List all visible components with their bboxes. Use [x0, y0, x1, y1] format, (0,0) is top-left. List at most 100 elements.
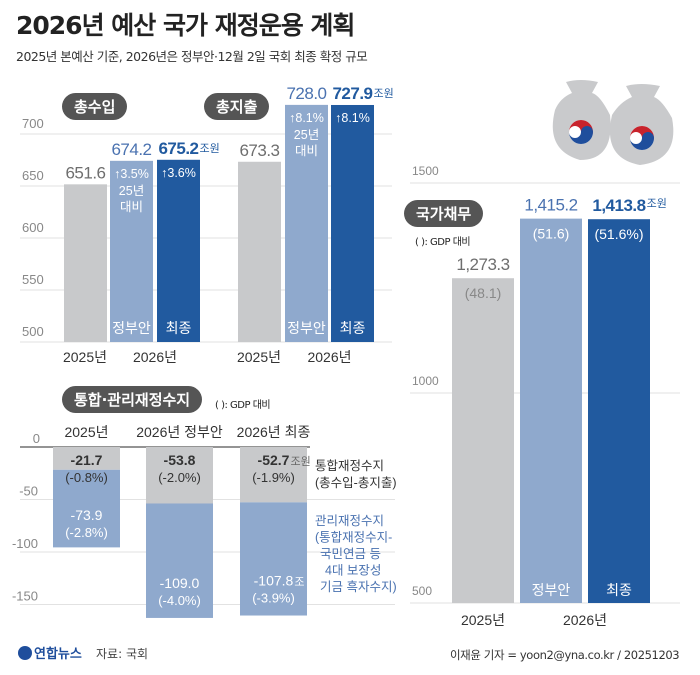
- managed-value: -109.0: [160, 575, 200, 591]
- bar-label: 최종: [606, 582, 632, 598]
- y-tick-label: -150: [12, 589, 38, 604]
- growth-label: ↑3.6%: [161, 166, 196, 180]
- managed-gdp: (-4.0%): [158, 593, 201, 608]
- bar-integrated-balance: [240, 447, 307, 503]
- x-label: 2026년: [133, 349, 177, 365]
- bar: [110, 160, 153, 342]
- legend-managed: 국민연금 등: [320, 547, 381, 561]
- integrated-gdp: (-2.0%): [158, 470, 201, 485]
- source: 자료: 국회: [96, 647, 149, 661]
- revenue-title: 총수입: [62, 93, 128, 120]
- unit-label: 조원: [647, 197, 667, 210]
- value-label: 651.6: [65, 163, 105, 182]
- growth-note: 25년: [294, 128, 319, 142]
- gdp-label: (51.6): [533, 226, 570, 242]
- y-tick-label: 1000: [412, 374, 439, 388]
- x-label: 2026년: [563, 612, 607, 628]
- legend-managed: 관리재정수지: [315, 514, 384, 528]
- gdp-label: (48.1): [465, 285, 502, 301]
- growth-label: ↑3.5%: [114, 167, 149, 181]
- x-label: 2025년: [461, 612, 505, 628]
- integrated-value: -52.7: [258, 452, 290, 468]
- bar-label: 최종: [340, 320, 366, 336]
- balance-gdp-note: ( ): GDP 대비: [215, 400, 271, 411]
- expenditure-title: 총지출: [204, 93, 270, 120]
- value-label: 675.2: [158, 139, 198, 158]
- logo-icon: [18, 646, 32, 660]
- money-bags-icon: [552, 80, 674, 165]
- logo-text: 연합뉴스: [34, 647, 82, 662]
- bar: [588, 219, 650, 604]
- legend-integrated: (총수입-총지출): [315, 476, 397, 490]
- balance-title: 통합·관리재정수지: [62, 386, 203, 413]
- bar: [157, 159, 200, 342]
- x-label: 2025년: [63, 349, 107, 365]
- growth-note: 대비: [295, 144, 318, 158]
- bar-managed-balance: [240, 502, 307, 616]
- bar: [285, 104, 328, 342]
- y-tick-label: 1500: [412, 164, 439, 178]
- integrated-value: -53.8: [164, 452, 196, 468]
- bar: [331, 104, 374, 342]
- bar-label: 최종: [166, 320, 192, 336]
- legend-managed: (통합재정수지-: [315, 531, 392, 545]
- category-label: 2025년: [64, 424, 108, 440]
- page-title: 2026년 예산 국가 재정운용 계획: [16, 11, 355, 40]
- managed-gdp: (-2.8%): [65, 525, 108, 540]
- growth-label: ↑8.1%: [335, 111, 370, 125]
- legend-integrated: 통합재정수지: [315, 459, 384, 473]
- managed-gdp: (-3.9%): [252, 591, 295, 606]
- managed-value: -73.9: [71, 507, 103, 523]
- unit-label: 조: [294, 577, 304, 589]
- value-label: 1,415.2: [524, 196, 577, 215]
- debt-gdp-note: ( ): GDP 대비: [415, 237, 471, 248]
- bar: [238, 161, 281, 342]
- bar-integrated-balance: [146, 447, 213, 504]
- debt-title: 국가채무: [404, 200, 484, 227]
- bar-integrated-balance: [53, 447, 120, 470]
- x-label: 2026년: [307, 349, 351, 365]
- bar: [520, 218, 582, 603]
- subtitle: 2025년 본예산 기준, 2026년은 정부안·12월 2일 국회 최종 확정…: [16, 49, 368, 64]
- integrated-value: -21.7: [71, 452, 103, 468]
- category-label: 2026년 정부안: [136, 424, 223, 440]
- y-tick-label: 700: [22, 116, 44, 131]
- integrated-gdp: (-0.8%): [65, 470, 108, 485]
- gdp-label: (51.6%): [594, 226, 643, 242]
- value-label: 1,273.3: [456, 255, 509, 274]
- x-label: 2025년: [237, 349, 281, 365]
- value-label: 727.9: [332, 84, 372, 103]
- growth-note: 25년: [119, 184, 144, 198]
- value-label: 728.0: [286, 84, 326, 103]
- unit-label: 조원: [200, 142, 220, 155]
- legend-managed: 기금 흑자수지): [320, 580, 397, 594]
- y-tick-label: 500: [22, 324, 44, 339]
- bar: [452, 278, 514, 603]
- unit-label: 조원: [374, 87, 394, 100]
- value-label: 1,413.8: [592, 196, 645, 215]
- value-label: 674.2: [111, 140, 151, 159]
- bar-label: 정부안: [532, 582, 571, 598]
- managed-value: -107.8: [254, 573, 294, 589]
- y-tick-label: 600: [22, 220, 44, 235]
- bar: [64, 184, 107, 342]
- y-tick-label: 0: [33, 431, 40, 446]
- y-tick-label: -50: [19, 484, 38, 499]
- bar-managed-balance: [146, 503, 213, 618]
- category-label: 2026년 최종: [237, 424, 311, 440]
- growth-note: 대비: [120, 200, 143, 214]
- y-tick-label: -100: [12, 536, 38, 551]
- bar-managed-balance: [53, 469, 120, 548]
- y-tick-label: 650: [22, 168, 44, 183]
- integrated-gdp: (-1.9%): [252, 470, 295, 485]
- legend-managed: 4대 보장성: [325, 564, 381, 578]
- credit: 이재윤 기자 = yoon2@yna.co.kr / 20251203: [450, 648, 680, 662]
- bar-label: 정부안: [287, 320, 326, 336]
- y-tick-label: 500: [412, 584, 432, 598]
- y-tick-label: 550: [22, 272, 44, 287]
- unit-label: 조원: [290, 455, 310, 468]
- yonhap-logo: 연합뉴스: [18, 643, 82, 662]
- growth-label: ↑8.1%: [289, 111, 324, 125]
